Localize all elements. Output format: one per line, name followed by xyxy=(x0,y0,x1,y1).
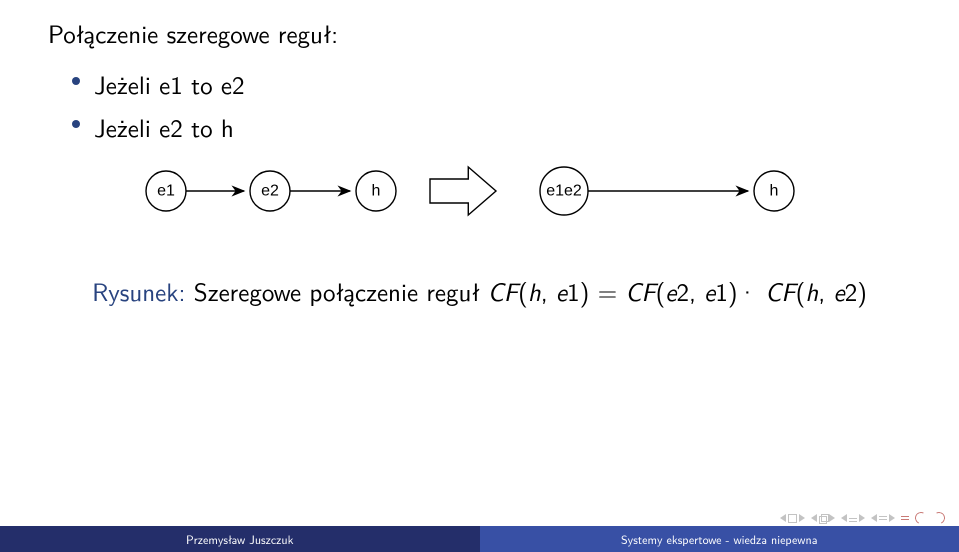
svg-text:e1e2: e1e2 xyxy=(546,183,582,200)
svg-text:e1: e1 xyxy=(157,183,175,200)
bullet-list: Jeżeli e1 to e2 Jeżeli e2 to h xyxy=(72,65,911,145)
svg-text:e2: e2 xyxy=(261,183,279,200)
nav-back-icon[interactable] xyxy=(915,512,927,524)
caption-formula: CF(h, e1) = CF(e2, e1)· CF(h, e2) xyxy=(488,272,867,309)
footer-author: Przemysław Juszczuk xyxy=(0,526,480,552)
figure-caption: Rysunek: Szeregowe połączenie reguł CF(h… xyxy=(0,272,959,309)
nav-frame-icon[interactable] xyxy=(780,514,805,523)
nav-doc-icon[interactable] xyxy=(871,514,895,522)
figure: e1e2he1e2h xyxy=(132,152,808,230)
svg-text:h: h xyxy=(770,183,779,200)
footer-title: Systemy ekspertowe - wiedza niepewna xyxy=(480,526,959,552)
nav-section-icon[interactable] xyxy=(841,514,865,522)
diagram-svg: e1e2he1e2h xyxy=(132,152,808,230)
nav-subsection-icon[interactable] xyxy=(811,514,835,522)
svg-text:h: h xyxy=(372,183,381,200)
caption-label: Rysunek: xyxy=(92,272,185,309)
beamer-nav-symbols[interactable] xyxy=(780,512,945,524)
content-area: Połączenie szeregowe reguł: Jeżeli e1 to… xyxy=(48,14,911,151)
nav-doc-accent-icon[interactable] xyxy=(901,518,909,519)
slide-title: Połączenie szeregowe reguł: xyxy=(48,14,911,51)
nav-forward-icon[interactable] xyxy=(933,512,945,524)
bullet-item: Jeżeli e1 to e2 xyxy=(72,65,911,102)
footer: Przemysław Juszczuk Systemy ekspertowe -… xyxy=(0,526,959,552)
slide: Połączenie szeregowe reguł: Jeżeli e1 to… xyxy=(0,0,959,552)
bullet-item: Jeżeli e2 to h xyxy=(72,108,911,145)
caption-text: Szeregowe połączenie reguł xyxy=(185,272,487,309)
